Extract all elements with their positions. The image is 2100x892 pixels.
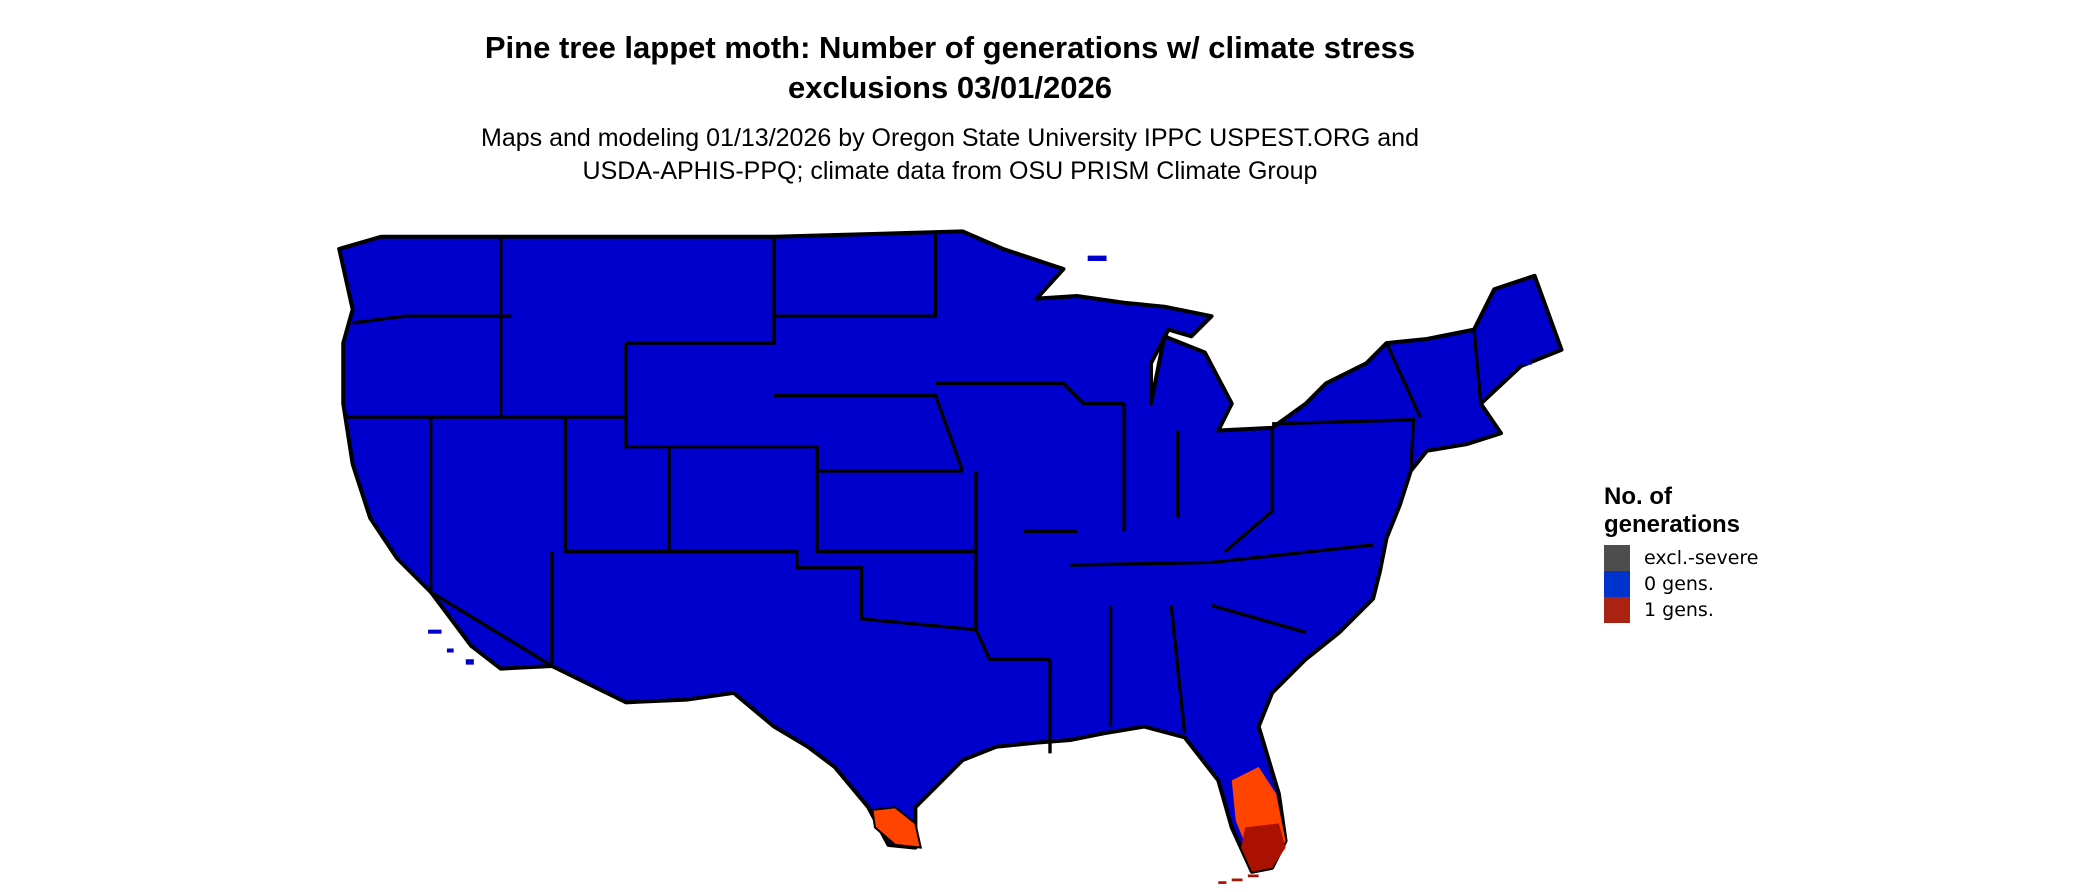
- state-borders: [347, 231, 1483, 754]
- south-texas-one-gen-region: [871, 806, 923, 849]
- legend-swatch: [1604, 597, 1630, 623]
- map-subtitle: Maps and modeling 01/13/2026 by Oregon S…: [0, 122, 1900, 188]
- map-title: Pine tree lappet moth: Number of generat…: [0, 28, 1900, 108]
- map-subtitle-line1: Maps and modeling 01/13/2026 by Oregon S…: [481, 124, 1419, 152]
- florida-keys: [1218, 874, 1259, 884]
- florida-one-gen-region-dark: [1241, 823, 1286, 872]
- legend-item-excl-severe: excl.-severe: [1604, 545, 1759, 571]
- map-title-line2: exclusions 03/01/2026: [787, 70, 1112, 105]
- legend-swatch: [1604, 571, 1630, 597]
- legend-item-0-gens: 0 gens.: [1604, 571, 1759, 597]
- legend-title: No. of generations: [1604, 483, 1759, 539]
- legend: No. of generations excl.-severe 0 gens. …: [1604, 483, 1759, 623]
- map-subtitle-line2: USDA-APHIS-PPQ; climate data from OSU PR…: [582, 157, 1318, 185]
- legend-label: excl.-severe: [1644, 547, 1759, 569]
- legend-title-line2: generations: [1604, 511, 1741, 538]
- legend-title-line1: No. of: [1604, 483, 1672, 510]
- legend-label: 1 gens.: [1644, 599, 1714, 621]
- legend-swatch: [1604, 545, 1630, 571]
- map-title-line1: Pine tree lappet moth: Number of generat…: [484, 30, 1416, 65]
- legend-label: 0 gens.: [1644, 573, 1714, 595]
- islands: [428, 255, 1532, 665]
- legend-item-1-gens: 1 gens.: [1604, 597, 1759, 623]
